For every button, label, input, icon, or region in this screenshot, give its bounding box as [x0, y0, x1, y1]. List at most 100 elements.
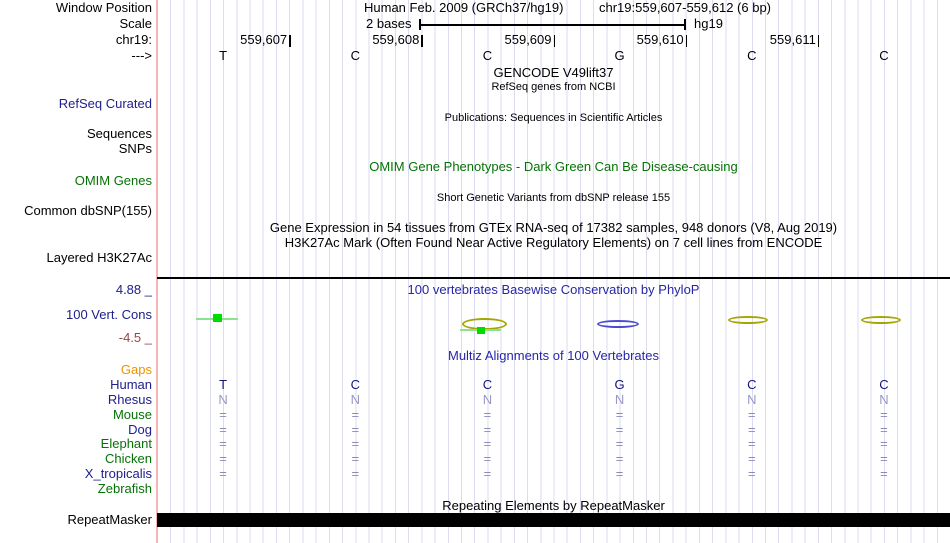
reference-base: C — [482, 48, 493, 63]
dbsnp-track-title: Short Genetic Variants from dbSNP releas… — [436, 192, 671, 204]
alignment-cell: N — [482, 392, 493, 407]
assembly-short-label: hg19 — [694, 16, 723, 31]
coordinate-tick — [421, 35, 423, 47]
alignment-cell: = — [219, 466, 227, 481]
coordinate-tick — [553, 35, 555, 47]
strand-arrow: ---> — [131, 48, 152, 63]
alignment-cell: N — [747, 392, 757, 407]
species-label-mouse[interactable]: Mouse — [112, 407, 152, 422]
alignment-cell: = — [747, 422, 756, 437]
coordinate-tick — [289, 35, 291, 47]
alignment-cell: = — [747, 436, 756, 451]
alignment-cell: T — [219, 377, 228, 392]
snps-track-label[interactable]: SNPs — [118, 141, 152, 156]
species-label-rhesus[interactable]: Rhesus — [107, 392, 152, 407]
alignment-cell: = — [219, 422, 227, 437]
repeatmasker-track-title: Repeating Elements by RepeatMasker — [442, 498, 665, 513]
species-label-zebrafish[interactable]: Zebrafish — [97, 481, 152, 496]
alignment-cell: C — [482, 377, 493, 392]
species-label-dog[interactable]: Dog — [128, 422, 152, 437]
dbsnp-track-label[interactable]: Common dbSNP(155) — [24, 203, 152, 218]
alignment-row-dog: = = = = = = — [157, 423, 950, 436]
alignment-cell: = — [351, 422, 360, 437]
reference-base: T — [219, 48, 228, 63]
conservation-ellipse-mark — [861, 316, 901, 324]
reference-base: C — [350, 48, 360, 63]
alignment-cell: = — [351, 436, 360, 451]
reference-base: C — [879, 48, 889, 63]
alignment-cell: = — [219, 407, 227, 422]
alignment-cell: C — [747, 377, 757, 392]
h3k27ac-track-label[interactable]: Layered H3K27Ac — [46, 250, 152, 265]
scale-bar-left-cap — [419, 19, 421, 30]
species-label-human[interactable]: Human — [110, 377, 152, 392]
conservation-point-mark — [213, 314, 222, 322]
reference-base: C — [747, 48, 757, 63]
alignment-cell: N — [614, 392, 625, 407]
conservation-min-value: -4.5 _ — [118, 330, 152, 345]
alignment-cell: = — [880, 466, 888, 481]
refseq-curated-track-label[interactable]: RefSeq Curated — [58, 96, 152, 111]
conservation-track-label[interactable]: 100 Vert. Cons — [66, 307, 152, 322]
alignment-row-mouse: = = = = = = — [157, 408, 950, 421]
multiz-track-title: Multiz Alignments of 100 Vertebrates — [447, 348, 659, 363]
assembly-name: Human Feb. 2009 (GRCh37/hg19) — [364, 0, 564, 15]
alignment-cell: = — [483, 451, 492, 466]
repeatmasker-element-bar[interactable] — [157, 513, 950, 527]
alignment-row-chicken: = = = = = = — [157, 452, 950, 465]
alignment-cell: = — [351, 407, 360, 422]
repeatmasker-track-label[interactable]: RepeatMasker — [67, 512, 152, 527]
alignment-cell: = — [219, 436, 227, 451]
alignment-cell: = — [880, 436, 888, 451]
chrom-label: chr19: — [115, 32, 152, 47]
alignment-cell: = — [615, 451, 624, 466]
position-range: chr19:559,607-559,612 (6 bp) — [599, 0, 772, 15]
gencode-track-title: GENCODE V49lift37 — [493, 65, 614, 80]
scale-label: Scale — [119, 16, 152, 31]
gaps-row-label[interactable]: Gaps — [120, 362, 152, 377]
window-position-label: Window Position — [55, 0, 152, 15]
sequences-track-label[interactable]: Sequences — [86, 126, 152, 141]
coordinate-label: 559,607 — [240, 32, 288, 47]
alignment-cell: N — [350, 392, 360, 407]
alignment-cell: = — [747, 407, 756, 422]
coordinate-tick — [817, 35, 820, 47]
conservation-ellipse-mark — [597, 320, 639, 328]
coordinate-label: 559,610 — [636, 32, 684, 47]
alignment-row-x_tropicalis: = = = = = = — [157, 467, 950, 480]
refseq-track-subtitle: RefSeq genes from NCBI — [491, 81, 616, 93]
alignment-cell: = — [747, 466, 756, 481]
species-label-chicken[interactable]: Chicken — [105, 451, 152, 466]
scale-bar — [420, 24, 685, 26]
conservation-track-title: 100 vertebrates Basewise Conservation by… — [407, 282, 700, 297]
species-label-x_tropicalis[interactable]: X_tropicalis — [84, 466, 152, 481]
conservation-track-top-border — [157, 277, 950, 279]
alignment-cell: = — [615, 407, 624, 422]
species-label-elephant[interactable]: Elephant — [100, 436, 152, 451]
conservation-ellipse-mark — [728, 316, 768, 324]
conservation-max-value: 4.88 _ — [115, 282, 152, 297]
alignment-cell: = — [351, 451, 360, 466]
alignment-row-elephant: = = = = = = — [157, 437, 950, 450]
alignment-cell: = — [615, 422, 624, 437]
track-left-edge-line — [156, 0, 158, 543]
alignment-cell: = — [483, 466, 492, 481]
coordinate-tick — [685, 35, 688, 47]
alignment-cell: = — [880, 422, 888, 437]
alignment-cell: = — [880, 451, 888, 466]
alignment-cell: = — [615, 436, 624, 451]
omim-genes-track-label[interactable]: OMIM Genes — [74, 173, 152, 188]
alignment-cell: = — [615, 466, 624, 481]
publications-track-title: Publications: Sequences in Scientific Ar… — [444, 112, 663, 124]
conservation-point-mark — [477, 327, 485, 334]
alignment-cell: = — [351, 466, 360, 481]
alignment-cell: C — [879, 377, 889, 392]
alignment-cell: = — [219, 451, 227, 466]
alignment-cell: = — [880, 407, 888, 422]
gtex-track-title: Gene Expression in 54 tissues from GTEx … — [269, 220, 838, 235]
base-position-grid — [157, 0, 950, 543]
